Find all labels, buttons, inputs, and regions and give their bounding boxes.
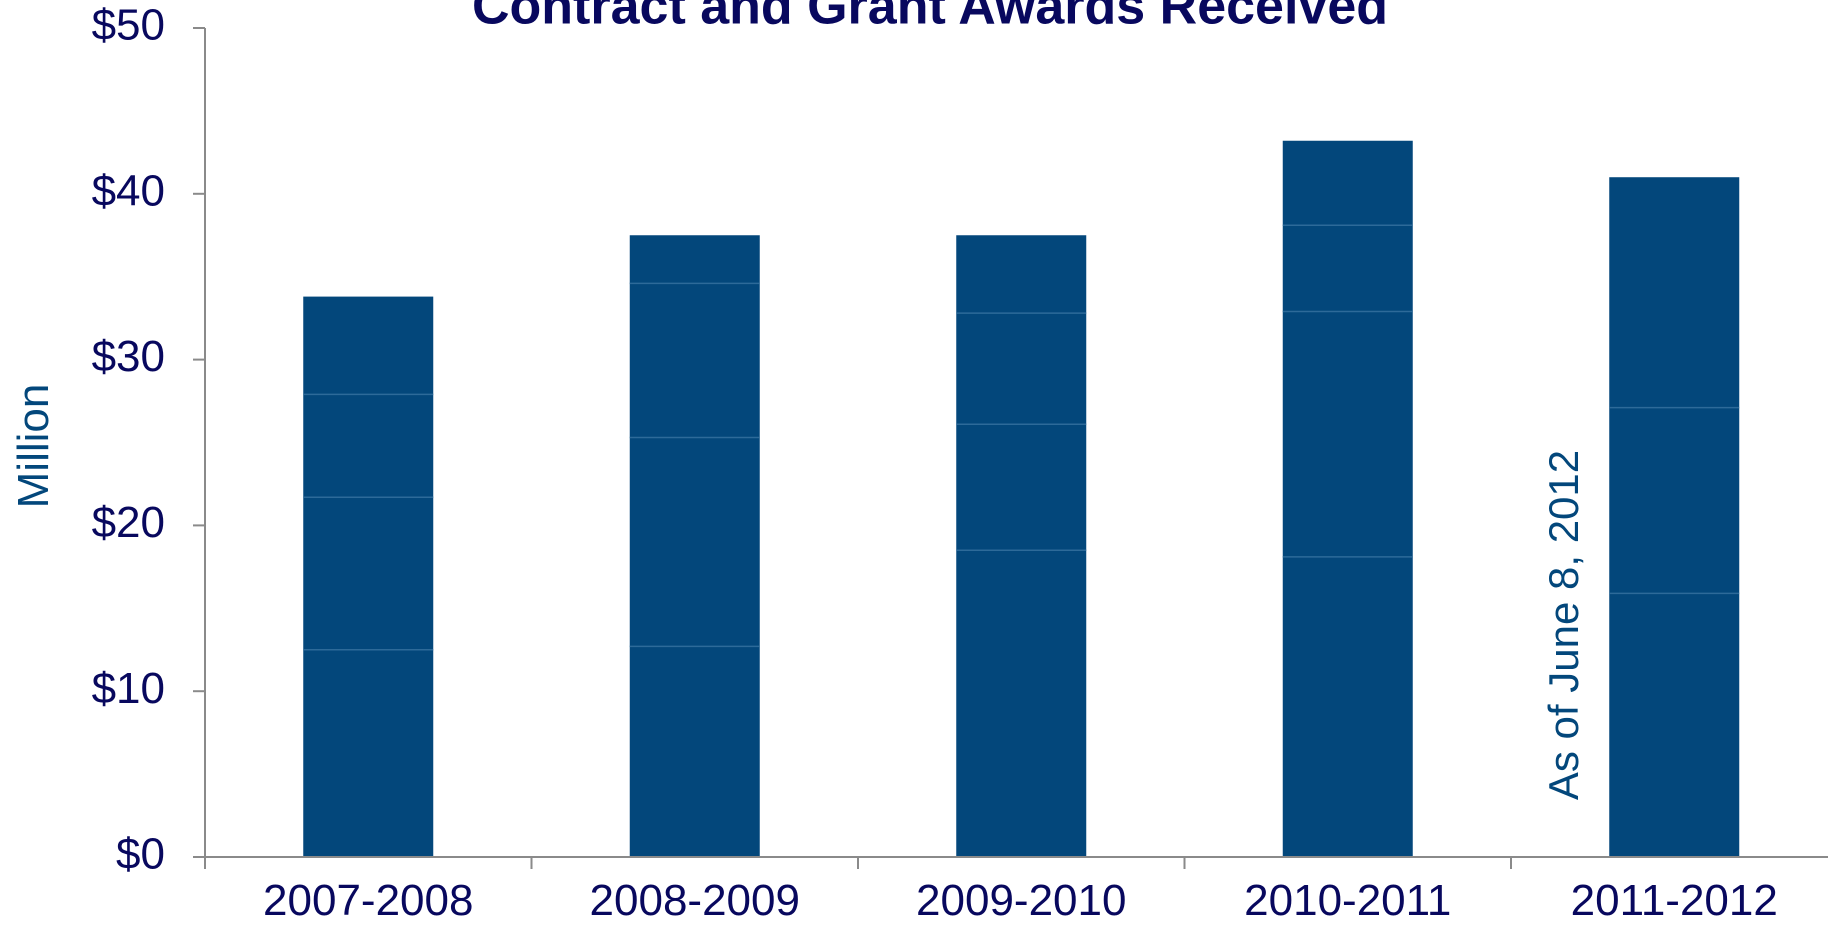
y-tick-label: $30 <box>92 332 165 381</box>
y-tick-label: $50 <box>92 1 165 50</box>
bar-segment <box>1609 407 1740 594</box>
bar-segment <box>956 550 1087 857</box>
y-tick-label: $40 <box>92 166 165 215</box>
bar-segment <box>956 313 1087 425</box>
y-tick-label: $0 <box>116 830 165 879</box>
date-annotation: As of June 8, 2012 <box>1540 450 1587 800</box>
chart-title: Contract and Grant Awards Received <box>472 0 1388 36</box>
bar-segment <box>1609 177 1740 408</box>
bar-segment <box>629 235 760 284</box>
x-tick-label: 2008-2009 <box>590 876 800 925</box>
bar-segment <box>629 283 760 438</box>
bar-segment <box>1282 140 1413 226</box>
bar-segment <box>1282 311 1413 557</box>
bar-segment <box>303 497 434 650</box>
bar-segment <box>1282 556 1413 857</box>
bar-segment <box>303 296 434 395</box>
bar-segment <box>629 646 760 857</box>
y-axis-ticks: $0 $10 $20 $30 $40 $50 <box>92 1 205 879</box>
y-tick-label: $20 <box>92 498 165 547</box>
x-tick-label: 2010-2011 <box>1244 876 1451 925</box>
bar-segment <box>303 394 434 498</box>
y-tick-label: $10 <box>92 664 165 713</box>
bar-segment <box>1609 593 1740 857</box>
x-tick-label: 2011-2012 <box>1571 876 1778 925</box>
y-axis-label: Million <box>9 384 58 509</box>
bar-segment <box>1282 225 1413 312</box>
bar-segment <box>629 437 760 647</box>
bars <box>303 140 1740 857</box>
bar-segment <box>956 424 1087 551</box>
bar-segment <box>303 649 434 857</box>
x-tick-label: 2009-2010 <box>916 876 1126 925</box>
bar-segment <box>956 235 1087 314</box>
x-tick-label: 2007-2008 <box>263 876 473 925</box>
x-axis-ticks: 2007-2008 2008-2009 2009-2010 2010-2011 2011… <box>204 857 1778 925</box>
